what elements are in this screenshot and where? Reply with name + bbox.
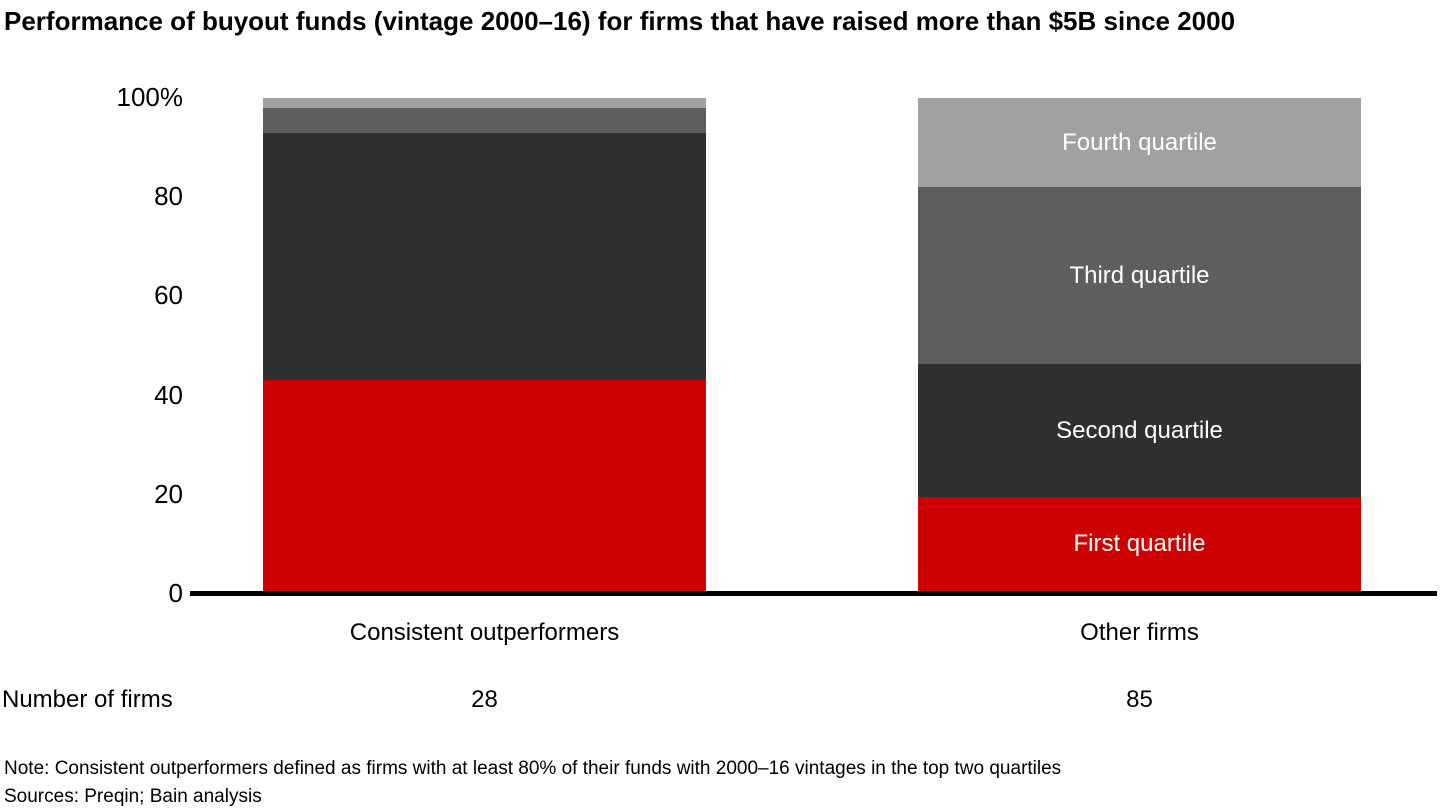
bar-segment-third-quartile: [263, 108, 706, 133]
bar-segment-first-quartile: First quartile: [918, 497, 1361, 591]
y-tick-label: 40: [154, 379, 183, 410]
bar-segment-third-quartile: Third quartile: [918, 187, 1361, 364]
y-tick-label: 80: [154, 181, 183, 212]
bar-segment-first-quartile: [263, 380, 706, 591]
chart-title: Performance of buyout funds (vintage 200…: [4, 6, 1236, 36]
segment-label: First quartile: [1073, 530, 1206, 557]
segment-label: Second quartile: [1056, 416, 1223, 444]
y-tick-label: 60: [154, 280, 183, 311]
x-axis-label: Other firms: [1080, 619, 1199, 646]
number-of-firms-value: 85: [1126, 686, 1153, 713]
number-of-firms-label: Number of firms: [2, 686, 173, 713]
stacked-bar: [263, 98, 706, 591]
stacked-bar: Fourth quartile Third quartile Second quar…: [918, 98, 1361, 591]
sources-line: Sources: Preqin; Bain analysis: [4, 786, 262, 807]
bar-segment-second-quartile: [263, 133, 706, 380]
bar-segment-fourth-quartile: [263, 98, 706, 108]
y-tick-label: 0: [168, 578, 183, 608]
note-line: Note: Consistent outperformers defined a…: [4, 758, 1062, 779]
segment-label: Fourth quartile: [1062, 128, 1217, 156]
x-axis-line: [190, 591, 1437, 596]
segment-label: Third quartile: [1069, 261, 1210, 289]
x-axis-label: Consistent outperformers: [349, 619, 620, 646]
footnotes: Note: Consistent outperformers defined a…: [4, 755, 1061, 810]
bar-segment-second-quartile: Second quartile: [918, 364, 1361, 497]
number-of-firms-value: 28: [471, 686, 498, 713]
y-tick-label: 20: [154, 478, 183, 509]
y-tick-label: 100%: [116, 82, 184, 112]
bar-segment-fourth-quartile: Fourth quartile: [918, 98, 1361, 187]
